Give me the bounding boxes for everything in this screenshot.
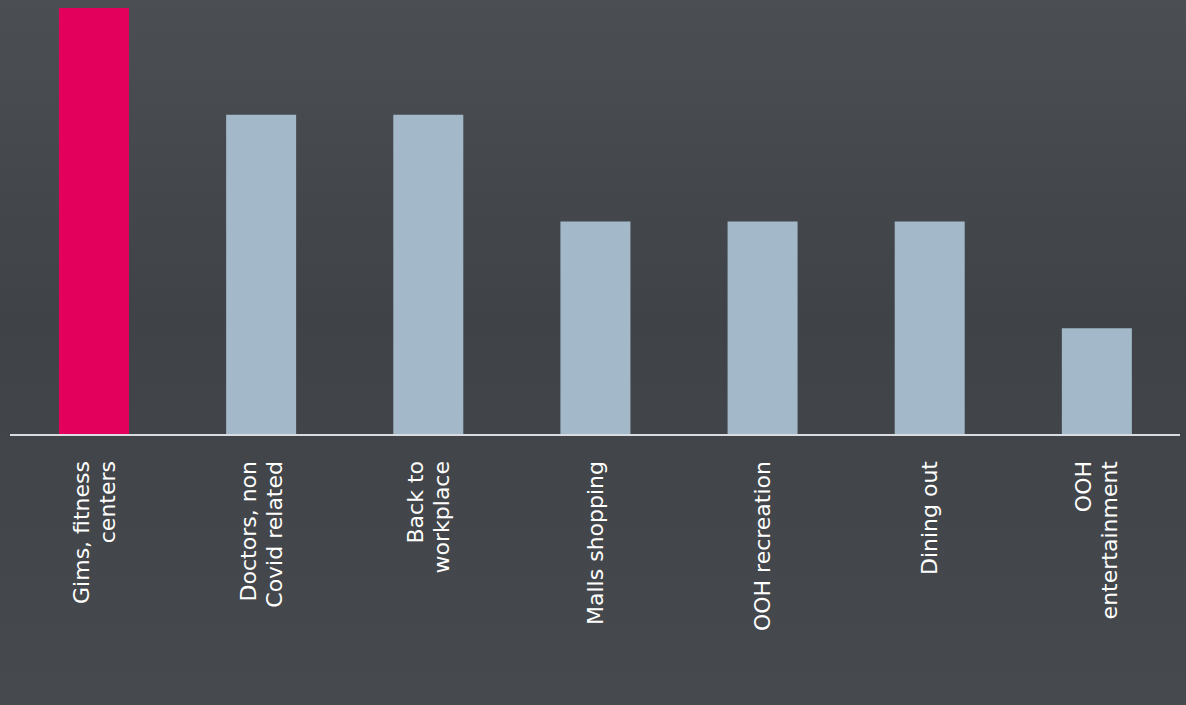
svg-text:Malls shopping: Malls shopping <box>583 461 608 625</box>
svg-text:Back toworkplace: Back toworkplace <box>403 461 454 573</box>
svg-text:OOH recreation: OOH recreation <box>750 461 775 631</box>
svg-text:Doctors, nonCovid related: Doctors, nonCovid related <box>236 461 287 608</box>
svg-text:OOHentertainment: OOHentertainment <box>1071 461 1122 620</box>
svg-text:Gims, fitnesscenters: Gims, fitnesscenters <box>69 461 120 604</box>
svg-text:Dining out: Dining out <box>917 461 942 575</box>
